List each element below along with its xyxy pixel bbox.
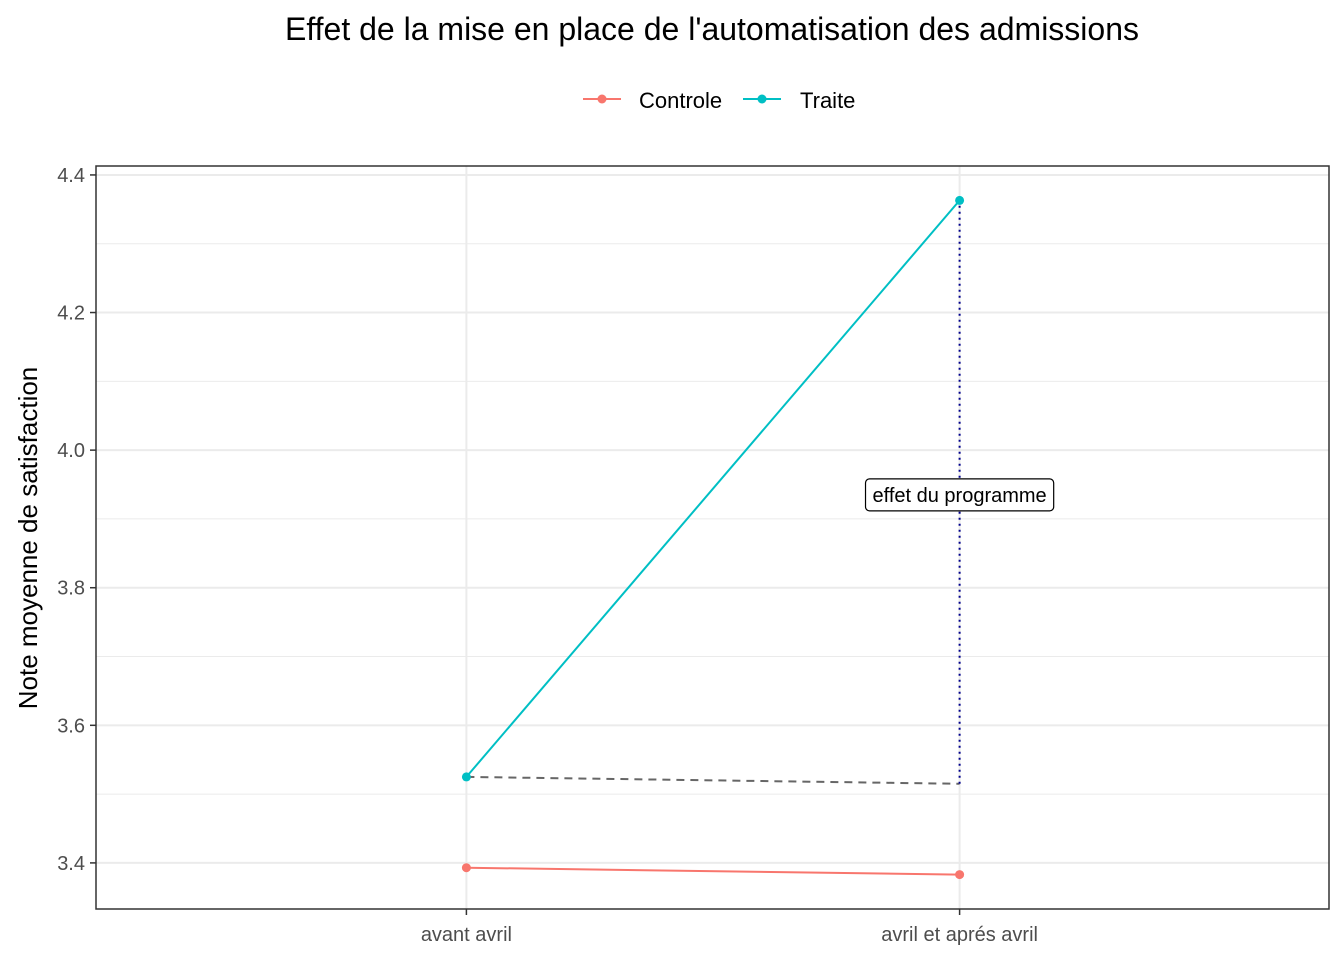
legend-label-controle: Controle: [639, 88, 722, 113]
counterfactual-line: [466, 775, 960, 785]
annotation-label: effet du programme: [873, 485, 1047, 507]
y-tick-label: 4.0: [57, 440, 85, 462]
legend-marker-controle: [597, 94, 607, 104]
legend-label-traite: Traite: [800, 88, 855, 113]
data-point-controle: [461, 863, 471, 873]
y-tick-label: 3.4: [57, 853, 85, 875]
x-tick-label: avril et aprés avril: [881, 924, 1038, 946]
legend-item-controle: Controle: [583, 88, 722, 113]
annotation-box: [864, 478, 1055, 512]
data-point-controle: [955, 870, 965, 880]
x-tick-label: avant avril: [421, 924, 512, 946]
chart-marks: effet du programme: [461, 195, 1055, 880]
axes: 3.4 3.6 3.8 4.0 4.2 4.4 avant avril avril et ap…: [57, 165, 1038, 946]
chart-title: Effet de la mise en place de l'automatis…: [285, 11, 1139, 47]
series-line-traite: [465, 199, 961, 778]
y-axis-title: Note moyenne de satisfaction: [13, 367, 43, 710]
grid: [96, 166, 1329, 909]
legend-item-traite: Traite: [743, 88, 855, 113]
panel-border: [95, 165, 1330, 910]
annotation: effet du programme: [864, 478, 1055, 512]
y-tick-label: 4.2: [57, 303, 85, 325]
data-point-traite: [955, 195, 965, 205]
data-point-traite: [461, 772, 471, 782]
y-tick-label: 3.6: [57, 715, 85, 737]
y-tick-label: 4.4: [57, 165, 85, 187]
y-tick-label: 3.8: [57, 578, 85, 600]
legend: Controle Traite: [583, 88, 855, 113]
series-line-controle: [466, 866, 960, 876]
legend-marker-traite: [757, 94, 767, 104]
